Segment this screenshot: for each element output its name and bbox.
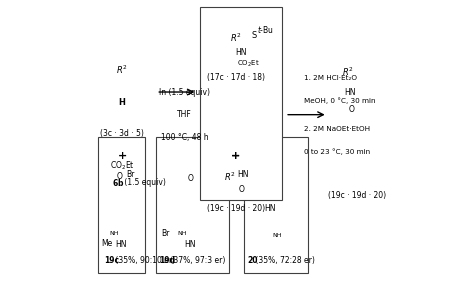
- Text: $\bf{6b}$: $\bf{6b}$: [112, 177, 125, 188]
- Text: $R^2$: $R^2$: [342, 66, 353, 78]
- Text: HN: HN: [236, 48, 247, 57]
- Text: O: O: [349, 104, 355, 114]
- Text: (3c · 3d · 5): (3c · 3d · 5): [100, 129, 144, 138]
- Text: In (1.5 equiv): In (1.5 equiv): [159, 88, 210, 96]
- Text: HN: HN: [184, 241, 196, 249]
- Bar: [98, 137, 145, 273]
- Text: $t$-Bu: $t$-Bu: [257, 24, 274, 35]
- Text: (37%, 97:3 er): (37%, 97:3 er): [168, 256, 225, 265]
- Text: +: +: [231, 151, 240, 161]
- Text: 0 to 23 °C, 30 min: 0 to 23 °C, 30 min: [303, 148, 370, 155]
- Text: THF: THF: [177, 110, 192, 119]
- Text: (35%, 72:28 er): (35%, 72:28 er): [253, 256, 314, 265]
- Text: HN: HN: [237, 170, 248, 179]
- Text: HN: HN: [264, 204, 275, 213]
- Text: CO$_2$Et: CO$_2$Et: [237, 59, 260, 69]
- Text: 100 °C, 48 h: 100 °C, 48 h: [161, 133, 209, 142]
- Text: (19c · 19d · 20): (19c · 19d · 20): [207, 204, 264, 213]
- Text: $R^2$: $R^2$: [230, 32, 241, 44]
- Text: NH: NH: [177, 231, 187, 236]
- Text: (1.5 equiv): (1.5 equiv): [122, 178, 166, 187]
- Text: HN: HN: [115, 241, 127, 249]
- Text: (17c · 17d · 18): (17c · 17d · 18): [207, 73, 264, 82]
- Text: NH: NH: [272, 233, 282, 238]
- Text: $R^2$: $R^2$: [224, 171, 236, 183]
- Text: Me: Me: [101, 239, 113, 248]
- Text: Br: Br: [161, 229, 170, 238]
- Text: +: +: [231, 151, 240, 161]
- Text: (19c · 19d · 20): (19c · 19d · 20): [328, 191, 386, 200]
- Text: 20: 20: [248, 256, 258, 265]
- Text: HN: HN: [345, 88, 356, 96]
- Text: (35%, 90:10 er): (35%, 90:10 er): [113, 256, 175, 265]
- Bar: [156, 137, 228, 273]
- Bar: [244, 137, 308, 273]
- Text: $R^2$: $R^2$: [117, 63, 128, 76]
- Text: O: O: [187, 174, 193, 183]
- Text: S: S: [251, 31, 256, 40]
- Text: 19d: 19d: [159, 256, 175, 265]
- Text: 19c: 19c: [104, 256, 119, 265]
- Bar: [200, 7, 283, 200]
- Text: NH: NH: [109, 231, 118, 236]
- Text: 2. 2M NaOEt·EtOH: 2. 2M NaOEt·EtOH: [303, 126, 370, 132]
- Text: O: O: [238, 185, 244, 194]
- Text: 1. 2M HCl·Et₂O: 1. 2M HCl·Et₂O: [303, 75, 356, 81]
- Text: Br: Br: [127, 170, 135, 179]
- Text: +: +: [118, 151, 127, 161]
- Text: O: O: [117, 172, 122, 182]
- Text: MeOH, 0 °C, 30 min: MeOH, 0 °C, 30 min: [303, 97, 375, 104]
- Text: $\bf{H}$: $\bf{H}$: [118, 96, 127, 108]
- Text: CO$_2$Et: CO$_2$Et: [110, 159, 135, 172]
